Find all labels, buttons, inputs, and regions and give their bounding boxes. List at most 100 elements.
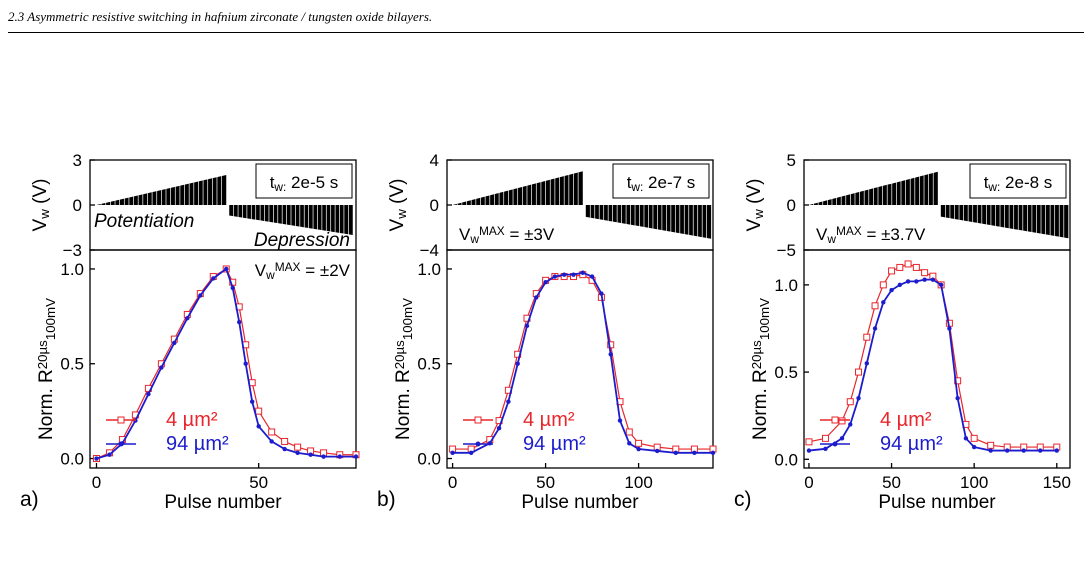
data-point [1005, 448, 1010, 453]
data-point [823, 446, 828, 452]
data-point [1021, 448, 1026, 453]
chart-svg: 50−5Vw​ (V)tw:​ 2e-8 sVw​MAX​ = ±3.7V0.0… [734, 151, 1071, 513]
data-point [673, 450, 678, 456]
series-line-2 [452, 271, 713, 454]
xtick-label: 50 [249, 473, 268, 492]
ytick-label: 0.5 [774, 363, 798, 382]
vmax-annotation: Vw​MAX​ = ±3.7V [816, 224, 926, 246]
data-point [988, 448, 993, 453]
voltage-ytick-label: −5 [777, 241, 796, 260]
data-point [256, 424, 261, 429]
legend-label-1: 4 µm² [880, 409, 932, 431]
series-line-1 [96, 268, 356, 460]
data-point [589, 274, 595, 279]
ytick-label: 0.0 [60, 450, 84, 469]
voltage-ytick-label: 4 [430, 151, 439, 170]
xtick-label: 100 [960, 473, 988, 492]
data-point [580, 270, 585, 275]
header-rule [8, 32, 1084, 33]
data-point [243, 361, 248, 366]
y-axis-label: Norm. R20µs​100mV​ [392, 298, 415, 440]
voltage-ytick-label: 0 [73, 196, 82, 215]
legend-label-1: 4 µm² [523, 409, 575, 431]
data-point [159, 365, 164, 370]
data-point [881, 300, 886, 305]
xtick-label: 50 [882, 473, 901, 492]
data-point [947, 326, 952, 331]
data-point [146, 391, 151, 397]
data-point [636, 446, 641, 452]
data-point [224, 266, 229, 272]
depression-label: Depression [254, 230, 350, 251]
data-point [846, 398, 854, 406]
data-point [337, 454, 342, 459]
resistance-plot-frame [89, 249, 357, 469]
series-line-1 [452, 274, 713, 450]
x-axis-label: Pulse number [521, 492, 639, 513]
data-point [269, 439, 274, 444]
y-axis-label: Norm. R20µs​100mV​ [35, 298, 58, 440]
xtick-label: 0 [448, 473, 457, 492]
legend-label-2: 94 µm² [166, 433, 229, 455]
chart-svg: 3 0 −3 Vw​ (V) tw:​ 2e-5 s Potentiation Depres… [20, 151, 360, 513]
x-axis-label: Pulse number [164, 492, 282, 513]
chart-panel-2: 4 0 −4 Vw​ (V) tw:​ 2e-7 s Vw​MAX​ = ±3V 0.0 0.… [365, 150, 725, 530]
data-point [524, 323, 530, 329]
data-point [1038, 448, 1043, 453]
data-point [281, 437, 289, 445]
panel-label: c) [734, 488, 752, 511]
data-point [955, 396, 960, 401]
data-point [904, 260, 912, 268]
data-point [897, 282, 903, 288]
data-point [268, 428, 276, 436]
data-point [912, 263, 920, 271]
voltage-axis-label: Vw​ (V) [387, 179, 409, 232]
voltage-ytick-label: 0 [787, 196, 796, 215]
chart-svg: 4 0 −4 Vw​ (V) tw:​ 2e-7 s Vw​MAX​ = ±3V 0.0 0.… [377, 151, 717, 513]
data-point [921, 269, 929, 277]
data-point [353, 454, 359, 459]
voltage-ytick-label: 5 [787, 151, 796, 170]
series-line-2 [96, 267, 356, 460]
chart-panel-1: 3 0 −3 Vw​ (V) tw:​ 2e-5 s Potentiation Depres… [8, 150, 368, 530]
data-point [255, 407, 263, 415]
data-point [627, 441, 632, 446]
vmax-annotation: Vw​MAX​ = ±3V [459, 224, 555, 246]
data-point [922, 277, 927, 282]
data-point [625, 428, 633, 436]
voltage-ytick-label: −3 [63, 241, 82, 260]
data-point [987, 441, 995, 449]
data-point [198, 293, 203, 298]
data-point [617, 418, 623, 423]
data-point [954, 377, 962, 385]
y-axis-label: Norm. R20µs​100mV​ [749, 298, 772, 440]
data-point [506, 399, 511, 404]
data-point [872, 326, 878, 331]
data-point [172, 340, 177, 346]
data-point [295, 450, 300, 456]
tw-box [612, 163, 710, 199]
data-point [543, 280, 548, 285]
xtick-label: 150 [1043, 473, 1071, 492]
data-point [561, 272, 567, 277]
legend-marker [831, 416, 839, 424]
potentiation-label: Potentiation [94, 211, 194, 232]
data-point [871, 302, 879, 310]
data-point [515, 361, 520, 366]
voltage-axis-label: Vw​ (V) [744, 179, 766, 232]
data-point [806, 448, 812, 453]
data-point [914, 279, 919, 284]
data-point [896, 263, 904, 271]
x-axis-label: Pulse number [878, 492, 996, 513]
data-point [692, 450, 697, 456]
voltage-ytick-label: 0 [430, 196, 439, 215]
data-point [839, 436, 845, 441]
xtick-label: 0 [804, 473, 813, 492]
xtick-label: 50 [536, 473, 555, 492]
xtick-label: 100 [624, 473, 652, 492]
xtick-label: 0 [92, 473, 101, 492]
vmax-annotation: Vw​MAX​ = ±2V [255, 260, 351, 282]
data-point [930, 277, 936, 282]
data-point [230, 285, 235, 291]
legend-label-2: 94 µm² [880, 433, 943, 455]
